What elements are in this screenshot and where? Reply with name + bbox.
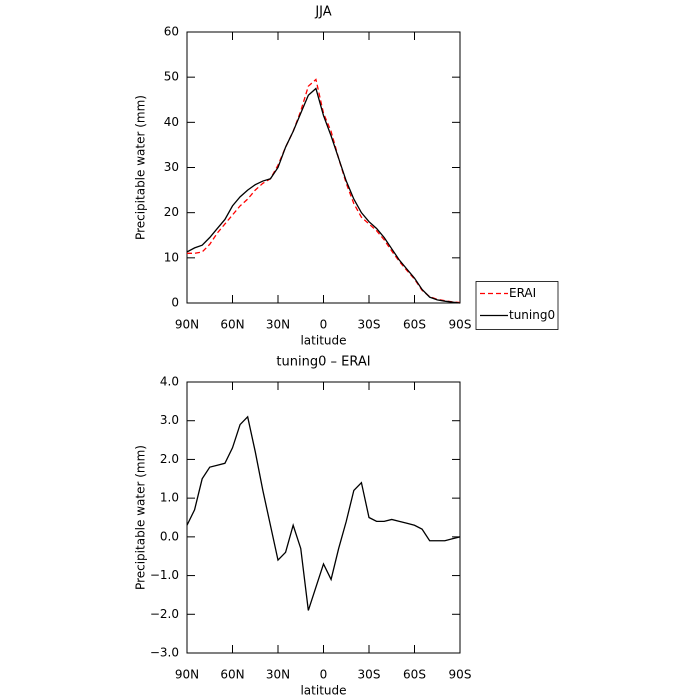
- y-tick-label: 1.0: [160, 491, 179, 505]
- x-axis-label: latitude: [300, 334, 346, 348]
- x-tick-label: 30S: [358, 318, 381, 332]
- y-tick-label: 40: [164, 115, 179, 129]
- data-line: [186, 87, 461, 304]
- y-tick-label: 0: [171, 296, 179, 310]
- x-tick-label: 60S: [403, 668, 426, 682]
- x-tick-label: 90S: [449, 318, 472, 332]
- chart-title: tuning0 – ERAI: [276, 355, 370, 370]
- x-tick-label: 90S: [449, 668, 472, 682]
- y-tick-label: −2.0: [150, 607, 179, 621]
- x-tick-label: 60N: [220, 318, 244, 332]
- y-tick-label: −1.0: [150, 568, 179, 582]
- y-tick-label: 50: [164, 70, 179, 84]
- data-line: [186, 415, 461, 611]
- x-tick-label: 30S: [358, 668, 381, 682]
- x-tick-label: 0: [320, 318, 328, 332]
- y-tick-label: 4.0: [160, 375, 179, 389]
- x-tick-label: 0: [320, 668, 328, 682]
- x-tick-label: 30N: [266, 668, 290, 682]
- y-tick-label: 2.0: [160, 452, 179, 466]
- x-tick-label: 90N: [175, 318, 199, 332]
- x-tick-label: 90N: [175, 668, 199, 682]
- plot-frame: [186, 31, 461, 304]
- legend-box: [475, 281, 559, 330]
- y-tick-label: 0.0: [160, 529, 179, 543]
- y-tick-label: 10: [164, 250, 179, 264]
- y-axis-label: Precipitable water (mm): [134, 445, 148, 590]
- y-tick-label: 3.0: [160, 413, 179, 427]
- y-tick-label: 20: [164, 205, 179, 219]
- y-axis-label: Precipitable water (mm): [134, 95, 148, 240]
- plot-frame: [186, 381, 461, 654]
- x-tick-label: 60N: [220, 668, 244, 682]
- x-axis-label: latitude: [300, 684, 346, 698]
- x-tick-label: 30N: [266, 318, 290, 332]
- legend-label: tuning0: [509, 308, 555, 322]
- x-tick-label: 60S: [403, 318, 426, 332]
- chart-title: JJA: [314, 5, 331, 20]
- legend-label: ERAI: [509, 286, 536, 300]
- data-line: [187, 78, 461, 304]
- y-tick-label: −3.0: [150, 646, 179, 660]
- y-tick-label: 30: [164, 160, 179, 174]
- y-tick-label: 60: [164, 25, 179, 39]
